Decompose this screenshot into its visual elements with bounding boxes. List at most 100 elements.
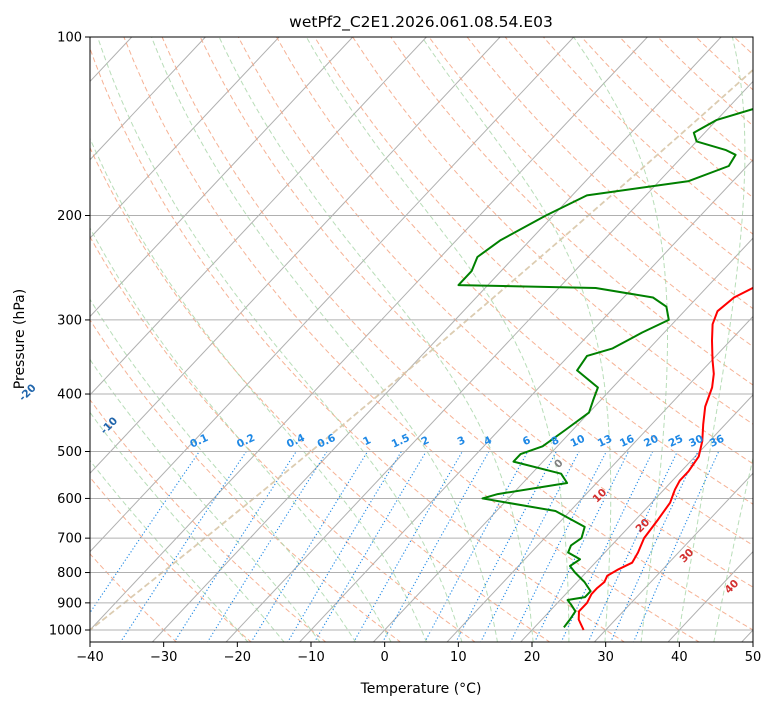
- moist-adiabat-line: [305, 37, 570, 642]
- mixing-ratio-label: 20: [642, 433, 660, 450]
- dry-adiabat-line: [237, 37, 753, 546]
- dry-adiabat-line: [695, 37, 753, 91]
- moist-adiabat-line: [573, 37, 668, 642]
- moist-adiabat-line: [90, 137, 428, 642]
- x-tick-label: −10: [297, 650, 324, 665]
- y-tick-label: 200: [57, 209, 82, 224]
- isotherm-line: [593, 472, 753, 642]
- dry-adiabat-line: [90, 553, 178, 642]
- mixing-ratio-label: 0.1: [188, 432, 210, 451]
- mixing-ratio-label: 6: [521, 434, 533, 448]
- dry-adiabat-line: [90, 318, 402, 642]
- background-lines: [0, 37, 753, 643]
- mixing-ratio-label: 0.6: [316, 432, 338, 451]
- moist-adiabat-label: 40: [722, 577, 741, 596]
- x-tick-label: 50: [745, 650, 762, 665]
- y-axis-ticks: 1000 900 800 700 600 500 400 300 200 100: [49, 31, 90, 639]
- mixing-ratio-line: [287, 451, 402, 642]
- mixing-ratio-line: [90, 451, 200, 614]
- dry-adiabat-line: [90, 235, 476, 642]
- y-tick-label: 800: [57, 566, 82, 581]
- x-tick-label: 30: [597, 650, 614, 665]
- isotherm-line: [446, 315, 753, 642]
- moist-adiabat-line: [151, 37, 498, 642]
- dry-adiabat-line: [390, 37, 753, 386]
- y-tick-label: 1000: [49, 624, 82, 639]
- isotherm-line: [372, 237, 753, 642]
- moist-adiabat-line: [421, 37, 612, 642]
- y-tick-label: 600: [57, 492, 82, 507]
- moist-adiabat-label: 10: [590, 486, 609, 505]
- moist-adiabat-line: [90, 358, 321, 642]
- moist-adiabat-label: 30: [677, 546, 696, 565]
- mixing-ratio-line: [560, 451, 654, 642]
- dry-adiabat-line: [543, 37, 753, 235]
- mixing-ratio-label: 0.4: [285, 432, 307, 451]
- dry-adiabat-line: [314, 37, 753, 465]
- line-labels: -100-90-80-70-60-50-40-30-20-10010203040…: [17, 382, 741, 596]
- mixing-ratio-label: 25: [667, 433, 685, 450]
- dry-adiabat-line: [90, 146, 551, 642]
- dry-adiabat-line: [428, 37, 753, 348]
- moist-adiabat-line: [218, 37, 534, 642]
- x-axis-label: Temperature (°C): [360, 681, 482, 697]
- x-tick-label: −40: [76, 650, 103, 665]
- mixing-ratio-line: [314, 451, 427, 642]
- dry-adiabat-line: [619, 37, 753, 162]
- x-tick-label: 0: [381, 650, 389, 665]
- reference-curve: [90, 68, 753, 632]
- profiles: [457, 108, 753, 631]
- isotherm-line: [0, 37, 58, 643]
- dry-adiabat-line: [733, 37, 753, 56]
- mixing-ratio-label: 0.2: [235, 432, 257, 451]
- isotherm-line: [90, 37, 354, 318]
- dry-adiabat-line: [276, 37, 753, 505]
- y-tick-label: 900: [57, 596, 82, 611]
- plot-frame: [89, 36, 754, 643]
- dry-adiabat-line: [90, 398, 327, 642]
- mixing-ratio-label: 4: [482, 434, 494, 448]
- pressure-gridlines: [90, 37, 753, 631]
- mixing-ratio-label: 1: [361, 434, 373, 448]
- isotherm-line: [90, 37, 501, 474]
- mixing-ratio-label: 8: [549, 434, 561, 448]
- moist-adiabat-line: [90, 227, 392, 642]
- mixing-ratio-line: [632, 451, 720, 642]
- isotherm-line: [520, 394, 753, 642]
- mixing-ratio-line: [119, 451, 247, 642]
- mixing-ratio-label: 3: [456, 434, 468, 448]
- mixing-ratio-line: [353, 451, 463, 642]
- mixing-ratio-label: 30: [687, 433, 705, 450]
- moist-adiabat-line: [97, 37, 463, 642]
- moist-adiabat-line: [713, 456, 753, 642]
- x-tick-label: −30: [150, 650, 177, 665]
- mixing-ratio-label: 36: [708, 433, 726, 450]
- mixing-ratio-line: [455, 451, 557, 642]
- moist-adiabat-line: [676, 37, 746, 642]
- dry-adiabat-line: [90, 476, 252, 642]
- mixing-ratio-line: [587, 451, 678, 642]
- isotherm-line: [90, 37, 575, 553]
- x-tick-label: −20: [224, 650, 251, 665]
- isotherm-line: [151, 37, 722, 642]
- mixing-ratio-line: [206, 451, 328, 642]
- isotherm-line: [225, 80, 753, 642]
- y-tick-label: 100: [57, 31, 82, 46]
- y-tick-label: 300: [57, 313, 82, 328]
- mixing-ratio-label: 16: [618, 433, 636, 450]
- isotherm-line: [90, 37, 427, 396]
- y-tick-label: 500: [57, 445, 82, 460]
- dry-adiabat-line: [199, 37, 753, 588]
- x-tick-label: 40: [671, 650, 688, 665]
- isotherm-line: [741, 629, 753, 642]
- dewpoint-profile: [457, 108, 753, 629]
- mixing-ratio-line: [382, 451, 490, 642]
- dry-adiabat-line: [123, 37, 700, 642]
- mixing-ratio-label: 13: [596, 433, 614, 450]
- x-axis-ticks: −40 −30 −20 −10 0 10 20 30 40 50: [76, 642, 761, 665]
- dry-adiabat-line: [466, 37, 753, 310]
- mixing-ratio-line: [173, 451, 297, 642]
- moist-adiabat-line: [90, 298, 357, 642]
- dry-adiabat-line: [657, 37, 753, 127]
